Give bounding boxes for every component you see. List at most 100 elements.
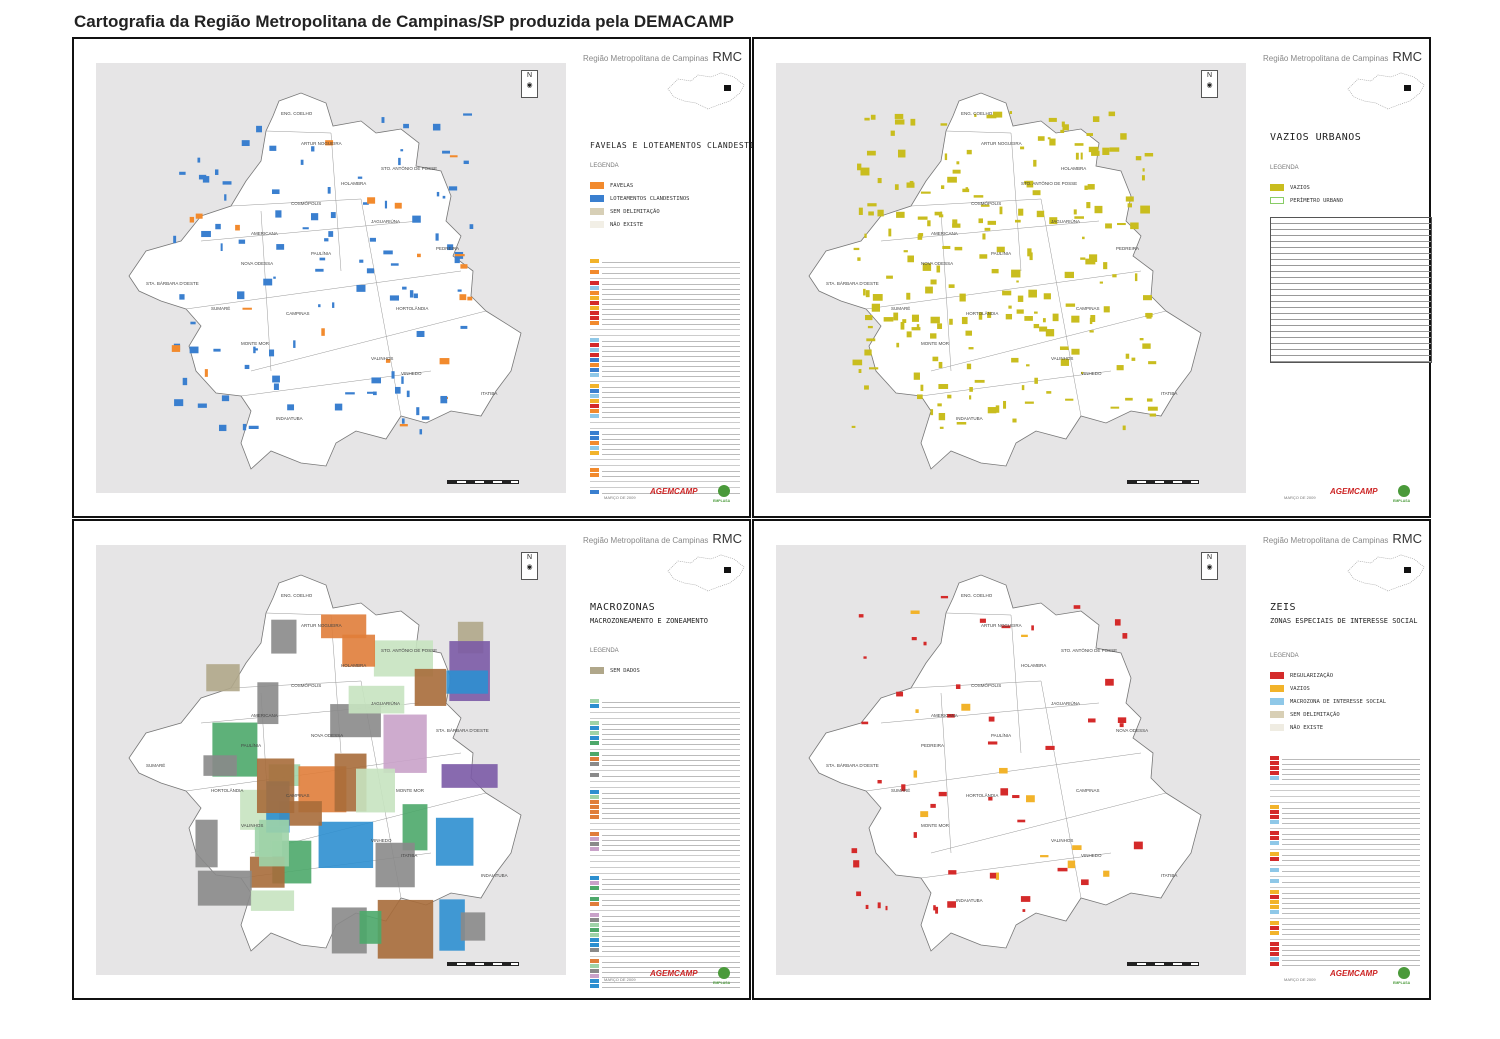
town-label: NOVA ODESSA (311, 733, 344, 738)
legend-swatch (590, 221, 604, 228)
detail-row (1270, 962, 1420, 966)
detail-row (1270, 756, 1420, 760)
town-label: COSMÓPOLIS (971, 201, 1002, 206)
map-feature (939, 426, 944, 429)
town-label: PAULÍNIA (241, 743, 262, 748)
detail-row (1270, 926, 1420, 930)
map-feature (1148, 361, 1157, 365)
legend-swatch (1270, 685, 1284, 692)
table-row (1271, 308, 1431, 314)
map-feature (197, 870, 252, 906)
town-label: CAMPINAS (1076, 788, 1100, 793)
map-feature (1065, 303, 1076, 307)
map-feature (1040, 855, 1049, 858)
map-feature (944, 153, 948, 161)
map-feature (938, 214, 944, 218)
legend-label: PERÍMETRO URBANO (1290, 197, 1343, 204)
detail-row (590, 837, 740, 841)
map-feature (1122, 633, 1128, 639)
detail-row (590, 389, 740, 393)
legend-heading: LEGENDA (1270, 165, 1299, 171)
map-feature (257, 682, 279, 725)
map-feature (446, 670, 488, 694)
map-feature (372, 391, 377, 396)
map-feature (241, 140, 250, 147)
map-feature (439, 358, 450, 365)
map-feature (988, 716, 995, 722)
page-title: Cartografia da Região Metropolitana de C… (74, 12, 734, 31)
map-feature (399, 424, 408, 427)
detail-row (1270, 905, 1420, 909)
detail-divider (590, 820, 740, 824)
map-feature (377, 899, 434, 959)
map-feature (1064, 271, 1074, 279)
map-feature (390, 263, 399, 266)
map-feature (864, 349, 872, 356)
map-feature (248, 425, 259, 430)
map-feature (311, 146, 315, 152)
map-feature (414, 668, 447, 706)
map-feature (198, 174, 207, 180)
map-feature (870, 114, 876, 120)
state-locator-map (667, 72, 745, 110)
map-feature (871, 303, 881, 312)
town-label: PAULÍNIA (991, 251, 1012, 256)
town-label: CAMPINAS (286, 793, 310, 798)
municipal-boundary (230, 198, 362, 207)
map-title: FAVELAS E LOTEAMENTOS CLANDESTINOS (590, 141, 771, 150)
detail-row (590, 923, 740, 927)
detail-row (590, 358, 740, 362)
map-feature (888, 228, 892, 237)
detail-row (590, 959, 740, 963)
legend-item: VAZIOS (1270, 181, 1343, 194)
map-feature (367, 391, 374, 394)
map-feature (955, 684, 961, 689)
detail-row (1270, 921, 1420, 925)
region-map (128, 92, 522, 470)
detail-row (590, 762, 740, 766)
table-row (1271, 260, 1431, 266)
map-feature (1088, 146, 1099, 153)
detail-row (1270, 776, 1420, 780)
detail-row (1270, 810, 1420, 814)
town-label: ENG. COELHO (281, 111, 313, 116)
map-feature (1089, 330, 1094, 333)
table-row (1271, 302, 1431, 308)
legend-swatch (1270, 698, 1284, 705)
map-feature (342, 634, 376, 667)
map-feature (987, 407, 997, 414)
town-label: AMERICANA (251, 231, 278, 236)
map-feature (1045, 745, 1055, 750)
map-feature (930, 333, 937, 339)
map-feature (1034, 311, 1038, 314)
map-feature (1089, 254, 1098, 262)
map-feature (394, 386, 401, 394)
town-label: MONTE MOR (241, 341, 269, 346)
map-feature (1112, 274, 1117, 278)
map-feature (866, 338, 876, 342)
detail-row (590, 842, 740, 846)
map-feature (1074, 143, 1084, 146)
municipal-boundary (250, 310, 487, 372)
map-feature (903, 250, 908, 253)
table-row (1271, 296, 1431, 302)
detail-divider (590, 275, 740, 279)
map-feature (206, 664, 240, 692)
table-row (1271, 242, 1431, 248)
table-row (1271, 278, 1431, 284)
map-feature (454, 254, 465, 257)
legend-swatch (590, 208, 604, 215)
map-feature (1075, 152, 1079, 160)
map-feature (935, 906, 939, 914)
map-feature (858, 369, 862, 373)
detail-row (590, 414, 740, 418)
map-date: MARÇO DE 2009 (1284, 977, 1316, 982)
map-feature (330, 212, 336, 219)
map-feature (1032, 190, 1041, 196)
map-feature (940, 123, 948, 126)
map-feature (988, 796, 993, 801)
map-feature (896, 342, 900, 348)
map-feature (1026, 795, 1035, 803)
detail-divider (590, 870, 740, 874)
map-feature (1071, 315, 1080, 323)
